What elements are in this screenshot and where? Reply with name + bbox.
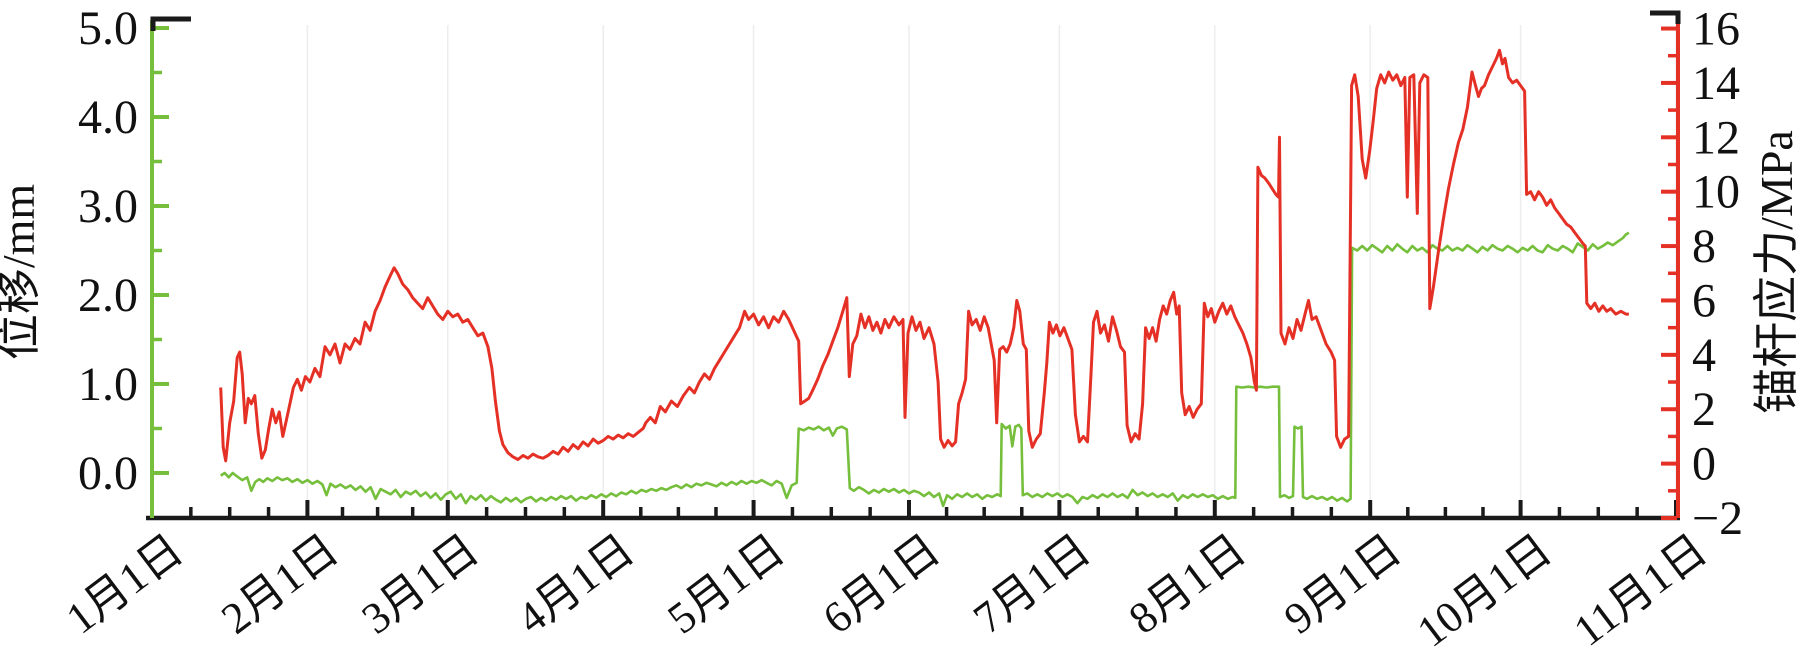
y-right-tick-label: 14 <box>1692 57 1740 110</box>
y-left-tick-label: 2.0 <box>78 269 138 322</box>
y-left-tick-label: 5.0 <box>78 2 138 55</box>
y-right-tick-label: 8 <box>1692 220 1716 273</box>
y-left-tick-label: 0.0 <box>78 447 138 500</box>
y-right-tick-label: 0 <box>1692 438 1716 491</box>
x-tick-label: 2月1日 <box>213 525 348 644</box>
y-right-tick-label: 12 <box>1692 111 1740 164</box>
data-series <box>219 48 1630 508</box>
y-right-tick-label: 4 <box>1692 329 1716 382</box>
x-tick-label: 6月1日 <box>814 525 949 644</box>
x-tick-label: 3月1日 <box>353 525 488 644</box>
y-left-axis-title: 位移/mm <box>0 184 44 361</box>
x-tick-label: 4月1日 <box>508 525 643 644</box>
displacement-line <box>219 231 1630 508</box>
x-axis: 1月1日 2月1日 3月1日 4月1日 5月1日 6月1日 7月1日 8月1日 9月1日10月1… <box>57 500 1716 657</box>
y-right-tick-label: 10 <box>1692 166 1740 219</box>
y-left-tick-label: 1.0 <box>78 358 138 411</box>
y-axis-left: 0.0 1.0 2.0 3.0 4.0 5.0 <box>78 2 169 518</box>
y-right-tick-label: −2 <box>1692 492 1743 545</box>
y-right-tick-label: 2 <box>1692 383 1716 436</box>
x-tick-label: 5月1日 <box>659 525 794 644</box>
y-right-tick-label: 6 <box>1692 274 1716 327</box>
y-right-axis-title: 锚杆应力/MPa <box>1751 130 1802 414</box>
top-left-frame-stub <box>150 16 191 31</box>
stress-line <box>219 48 1629 463</box>
y-left-tick-label: 4.0 <box>78 91 138 144</box>
x-tick-label: 8月1日 <box>1120 525 1255 644</box>
y-right-tick-label: 16 <box>1692 3 1740 56</box>
x-tick-label: 10月1日 <box>1408 525 1560 657</box>
x-tick-label: 1月1日 <box>57 525 192 644</box>
month-gridlines <box>151 25 1677 516</box>
x-tick-label: 9月1日 <box>1275 525 1410 644</box>
top-right-frame-stub <box>1650 10 1681 24</box>
x-tick-label: 7月1日 <box>964 525 1099 644</box>
y-left-tick-label: 3.0 <box>78 180 138 233</box>
